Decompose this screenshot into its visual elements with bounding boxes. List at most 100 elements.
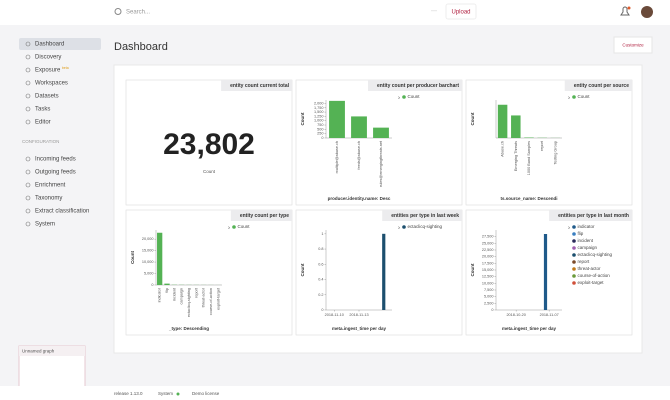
topbar: [0, 0, 670, 25]
x-tick-label: course-of-action: [209, 288, 213, 315]
nav-item[interactable]: Outgoing feeds: [35, 170, 76, 176]
legend-toggle: ›: [568, 96, 570, 102]
nav-icon: [25, 156, 31, 162]
y-tick-label: 5,000: [484, 295, 494, 299]
y-tick-label: 1: [321, 232, 323, 236]
upload: Upload: [451, 10, 470, 16]
legend-swatch: [402, 225, 406, 229]
legend-entry[interactable]: flip: [578, 231, 584, 236]
x-tick-label: flip: [165, 288, 169, 293]
nav-item[interactable]: Tasks: [35, 107, 50, 113]
y-tick-label: 0: [321, 136, 323, 140]
panel-title: entities per type in last month: [558, 213, 629, 219]
x-tick-label: Emerging Threats: [514, 141, 518, 171]
panel-title-bg: [230, 210, 292, 221]
y-tick-label: 250: [317, 132, 323, 136]
bar: [157, 232, 163, 285]
upload-button[interactable]: [445, 3, 477, 20]
y-tick-label: 0: [321, 308, 323, 312]
y-tick-label: 12,500: [482, 275, 494, 279]
x-axis-label: meta.ingest_time per day: [332, 326, 387, 331]
legend-swatch: [572, 239, 576, 243]
bell[interactable]: [620, 6, 630, 16]
nav-item[interactable]: System: [35, 222, 55, 228]
bar: [382, 233, 386, 310]
release: release 1.13.0: [114, 391, 143, 396]
status-dot: [176, 392, 180, 396]
nav-item[interactable]: Enrichment: [35, 183, 66, 189]
nav-item[interactable]: Dashboard: [35, 42, 64, 48]
bar: [543, 234, 548, 310]
nav-item[interactable]: Workspaces: [35, 81, 68, 87]
legend-swatch: [572, 267, 576, 271]
nav-icon: [25, 169, 31, 175]
legend-swatch: [572, 274, 576, 278]
x-tick-label: indicator: [158, 287, 162, 302]
avatar[interactable]: [641, 6, 653, 18]
panel-title: entity count current total: [230, 83, 290, 89]
legend-entry[interactable]: campaign: [578, 245, 598, 250]
nav-icon: [25, 119, 31, 125]
nav-item[interactable]: Extract classification: [35, 209, 89, 215]
customize-button[interactable]: [613, 36, 653, 54]
nav-item[interactable]: Exposure: [35, 68, 61, 74]
y-tick-label: 1,750: [314, 106, 324, 110]
nav-item[interactable]: Taxonomy: [35, 196, 62, 202]
x-tick-label: rules@emergingthreats.net: [379, 140, 383, 187]
y-tick-label: 750: [317, 123, 323, 127]
nav-section: CONFIGURATION: [22, 139, 59, 144]
nav-icon: [25, 80, 31, 86]
legend-entry[interactable]: threat-actor: [578, 266, 602, 271]
nav-item[interactable]: Editor: [35, 120, 51, 126]
nav-item[interactable]: Datasets: [35, 94, 59, 100]
x-tick-label: 2018-11-10: [325, 313, 344, 317]
beta-badge: beta: [62, 66, 69, 70]
legend-toggle: ›: [398, 226, 400, 232]
y-tick-label: 27,500: [482, 235, 494, 239]
y-tick-label: 500: [317, 127, 323, 131]
search[interactable]: Search...: [126, 10, 150, 16]
x-tick-label: ectaclicq-sighting: [187, 288, 191, 317]
legend-entry[interactable]: Count: [578, 94, 591, 99]
nav-item[interactable]: Discovery: [35, 55, 61, 61]
legend-entry[interactable]: incident: [578, 238, 594, 243]
panel: [295, 209, 463, 336]
legend-entry[interactable]: exploit-target: [578, 280, 605, 285]
y-tick-label: 15,000: [142, 249, 154, 253]
more[interactable]: ···: [431, 9, 437, 15]
y-tick-label: 2,500: [484, 301, 494, 305]
license: Demo license: [192, 391, 220, 396]
nav-icon: [25, 182, 31, 188]
legend-entry[interactable]: course-of-action: [578, 273, 611, 278]
nav-item[interactable]: Incoming feeds: [35, 157, 76, 163]
y-axis-label: Count: [470, 263, 475, 276]
nav-icon: [25, 195, 31, 201]
y-tick-label: 0: [151, 283, 153, 287]
x-tick-label: 2018-11-07: [540, 313, 559, 317]
legend-entry[interactable]: Count: [408, 94, 421, 99]
x-tick-label: 1000 Band Samples: [527, 141, 531, 175]
graph-box-header: [19, 346, 85, 356]
legend-entry[interactable]: ectaclicq-sighting: [578, 252, 613, 257]
system: System: [158, 391, 173, 396]
y-axis-label: Count: [300, 112, 305, 125]
x-tick-label: Testing Group: [553, 141, 557, 165]
legend-entry[interactable]: ectaclicq-sighting: [408, 224, 443, 229]
panel-title-bg: [564, 80, 632, 91]
y-axis-label: Count: [470, 112, 475, 125]
y-tick-label: 2,000: [314, 101, 324, 105]
legend-entry[interactable]: indicator: [578, 224, 596, 229]
bell-dot: [627, 6, 631, 10]
main-title: Dashboard: [114, 41, 168, 53]
panel-title-bg: [221, 80, 292, 91]
legend-entry[interactable]: report: [578, 259, 591, 264]
x-tick-label: threat-actor: [202, 287, 206, 307]
y-tick-label: 7,500: [484, 288, 494, 292]
legend-entry[interactable]: Count: [238, 224, 251, 229]
legend-toggle: ›: [398, 96, 400, 102]
panel: [465, 79, 633, 206]
y-tick-label: 1,500: [314, 110, 324, 114]
legend-swatch: [232, 225, 236, 229]
metric-label: Count: [203, 169, 216, 174]
x-tick-label: campaign: [180, 288, 184, 304]
